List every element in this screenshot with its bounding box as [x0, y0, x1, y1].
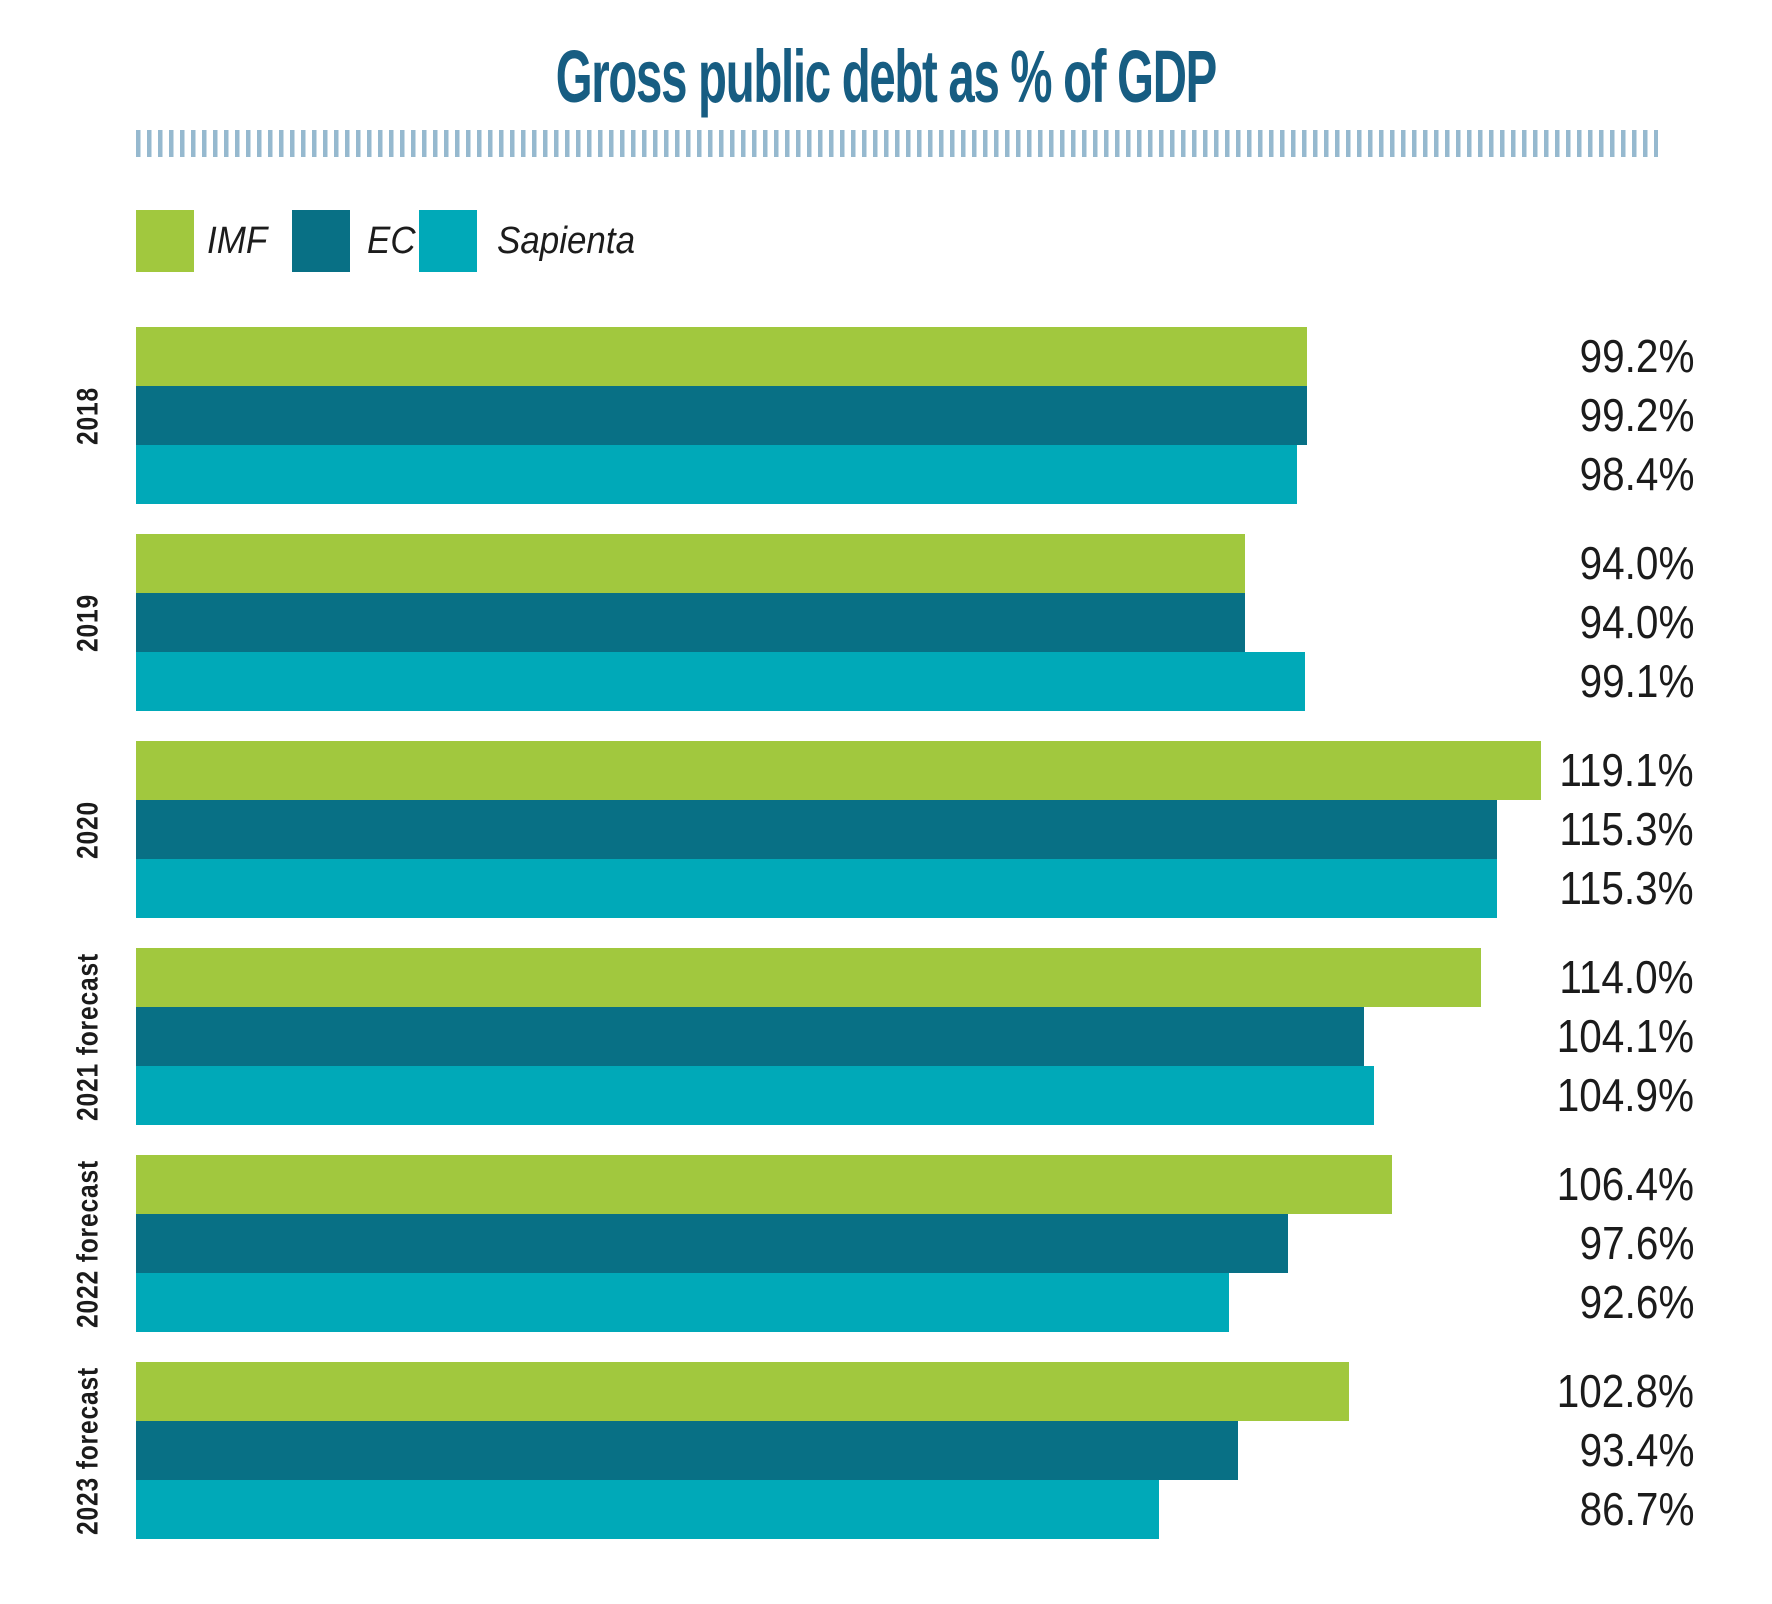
value-label-sapienta-2023-forecast: 86.7%	[1579, 1483, 1694, 1535]
bar-ec-2018	[136, 386, 1307, 445]
category-label-2018: 2018	[56, 327, 120, 504]
legend-label-ec: EC	[367, 220, 416, 262]
value-label-imf-2018: 99.2%	[1579, 330, 1694, 382]
page-title: Gross public debt as % of GDP	[555, 35, 1218, 118]
bar-ec-2021-forecast	[136, 1007, 1364, 1066]
legend-swatch-sapienta	[419, 210, 477, 272]
category-label-2020: 2020	[56, 741, 120, 918]
bar-imf-2018	[136, 327, 1307, 386]
value-label-sapienta-2020: 115.3%	[1559, 862, 1694, 914]
bar-ec-2020	[136, 800, 1497, 859]
bar-ec-2019	[136, 593, 1245, 652]
legend-swatch-imf	[136, 210, 194, 272]
category-label-text: 2022 forecast	[71, 1159, 105, 1328]
bar-imf-2019	[136, 534, 1245, 593]
category-label-2022-forecast: 2022 forecast	[56, 1155, 120, 1332]
value-label-ec-2022-forecast: 97.6%	[1579, 1217, 1694, 1269]
value-label-ec-2021-forecast: 104.1%	[1556, 1010, 1694, 1062]
legend-label-sapienta: Sapienta	[497, 220, 636, 262]
legend-swatch-ec	[292, 210, 350, 272]
category-label-text: 2019	[71, 593, 104, 652]
value-label-ec-2019: 94.0%	[1579, 596, 1694, 648]
bar-imf-2020	[136, 741, 1541, 800]
bar-sapienta-2020	[136, 859, 1497, 918]
bar-ec-2022-forecast	[136, 1214, 1288, 1273]
value-label-imf-2019: 94.0%	[1579, 537, 1694, 589]
value-label-ec-2020: 115.3%	[1559, 803, 1694, 855]
category-label-text: 2021 forecast	[71, 952, 105, 1121]
bar-sapienta-2023-forecast	[136, 1480, 1159, 1539]
value-label-imf-2021-forecast: 114.0%	[1559, 951, 1694, 1003]
bar-sapienta-2022-forecast	[136, 1273, 1229, 1332]
value-label-imf-2022-forecast: 106.4%	[1556, 1158, 1694, 1210]
value-label-imf-2023-forecast: 102.8%	[1556, 1365, 1694, 1417]
category-label-2021-forecast: 2021 forecast	[56, 948, 120, 1125]
value-label-ec-2023-forecast: 93.4%	[1579, 1424, 1694, 1476]
title-row: Gross public debt as % of GDP	[0, 34, 1772, 119]
bar-sapienta-2019	[136, 652, 1305, 711]
bar-imf-2023-forecast	[136, 1362, 1349, 1421]
category-label-text: 2023 forecast	[71, 1366, 105, 1535]
category-label-2019: 2019	[56, 534, 120, 711]
bar-ec-2023-forecast	[136, 1421, 1238, 1480]
category-label-text: 2020	[71, 800, 104, 859]
legend-label-imf: IMF	[207, 220, 268, 262]
dotted-divider	[136, 130, 1658, 157]
value-label-ec-2018: 99.2%	[1579, 389, 1694, 441]
category-label-text: 2018	[71, 386, 104, 445]
bar-imf-2022-forecast	[136, 1155, 1392, 1214]
bar-imf-2021-forecast	[136, 948, 1481, 1007]
value-label-sapienta-2019: 99.1%	[1579, 655, 1694, 707]
value-label-sapienta-2022-forecast: 92.6%	[1579, 1276, 1694, 1328]
value-label-sapienta-2018: 98.4%	[1579, 448, 1694, 500]
value-label-imf-2020: 119.1%	[1559, 744, 1694, 796]
category-label-2023-forecast: 2023 forecast	[56, 1362, 120, 1539]
bar-sapienta-2018	[136, 445, 1297, 504]
bar-sapienta-2021-forecast	[136, 1066, 1374, 1125]
value-label-sapienta-2021-forecast: 104.9%	[1556, 1069, 1694, 1121]
